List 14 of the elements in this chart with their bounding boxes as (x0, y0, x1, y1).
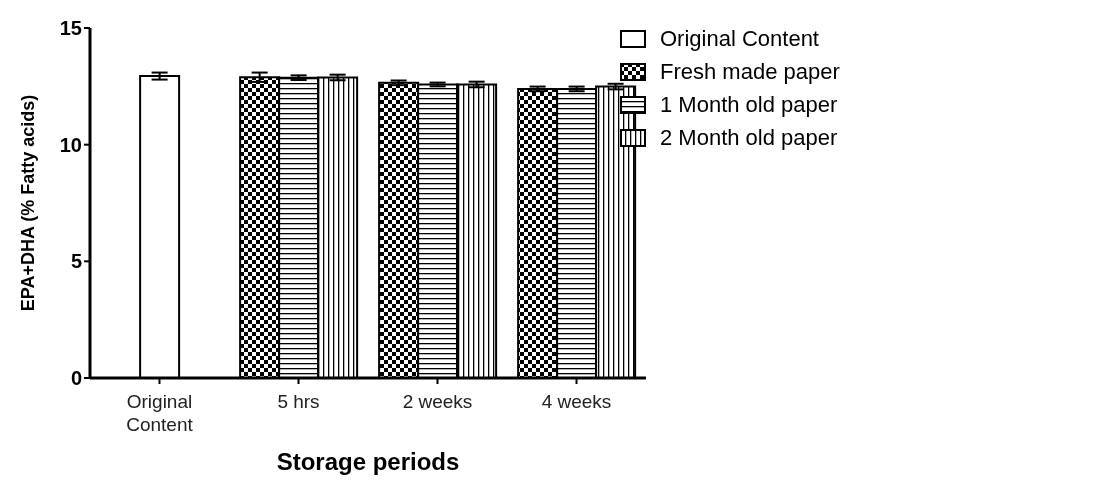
x-tick-label: Original Content (126, 391, 194, 435)
y-axis-title: EPA+DHA (% Fatty acids) (18, 94, 39, 312)
y-tick-label: 0 (70, 367, 82, 390)
x-tick-label: 5 hrs (277, 391, 320, 412)
x-axis-title: Storage periods (276, 448, 460, 475)
y-tick-label: 5 (70, 250, 82, 273)
x-tick-label: 2 weeks (402, 391, 473, 412)
legend-label: 2 Month old paper (660, 124, 838, 152)
y-tick-label: 10 (59, 133, 82, 156)
y-tick-label: 15 (59, 17, 82, 40)
legend-label: Original Content (660, 25, 819, 53)
x-tick-label: 4 weeks (541, 391, 612, 412)
legend-label: 1 Month old paper (660, 91, 838, 119)
legend-label: Fresh made paper (660, 58, 840, 86)
